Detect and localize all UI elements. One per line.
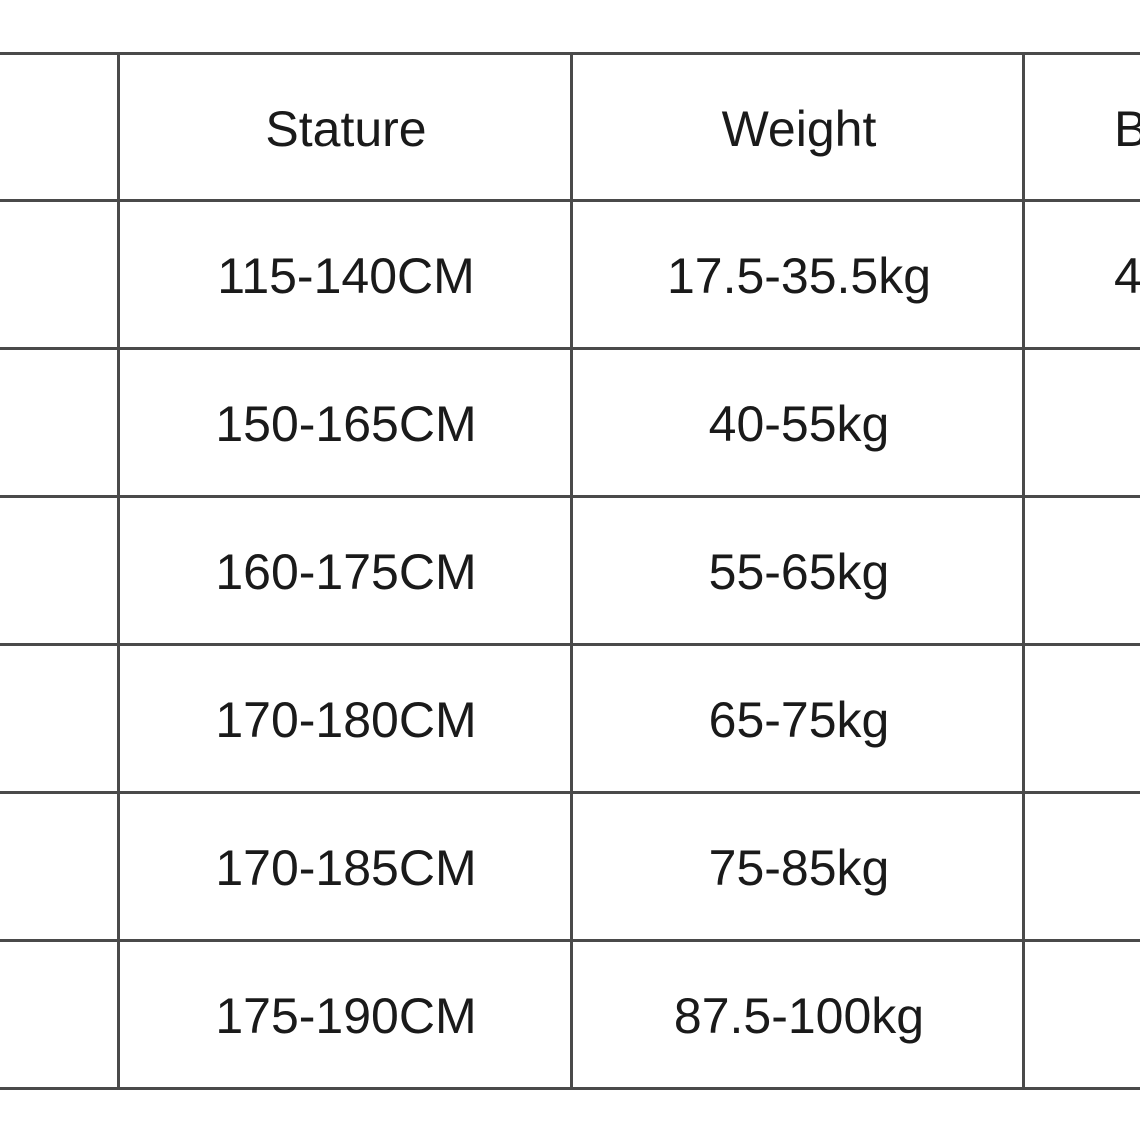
stature-cell: 150-165CM: [215, 396, 477, 452]
weight-cell: 75-85kg: [708, 840, 890, 896]
table-border: [570, 53, 573, 1090]
weight-cell: 17.5-35.5kg: [666, 248, 932, 304]
stature-cell: 160-175CM: [215, 544, 477, 600]
header-weight: Weight: [721, 101, 877, 157]
weight-cell: 87.5-100kg: [673, 988, 925, 1044]
weight-cell: 55-65kg: [708, 544, 890, 600]
header-stature: Stature: [265, 101, 427, 157]
table-border: [1022, 53, 1025, 1090]
stature-cell: 170-185CM: [215, 840, 477, 896]
stature-cell: 175-190CM: [215, 988, 477, 1044]
third-cell: 4: [1114, 248, 1140, 304]
stature-cell: 115-140CM: [217, 248, 475, 304]
table-border: [117, 53, 120, 1090]
stature-cell: 170-180CM: [215, 692, 477, 748]
header-third: B: [1114, 101, 1140, 157]
weight-cell: 65-75kg: [708, 692, 890, 748]
weight-cell: 40-55kg: [708, 396, 890, 452]
